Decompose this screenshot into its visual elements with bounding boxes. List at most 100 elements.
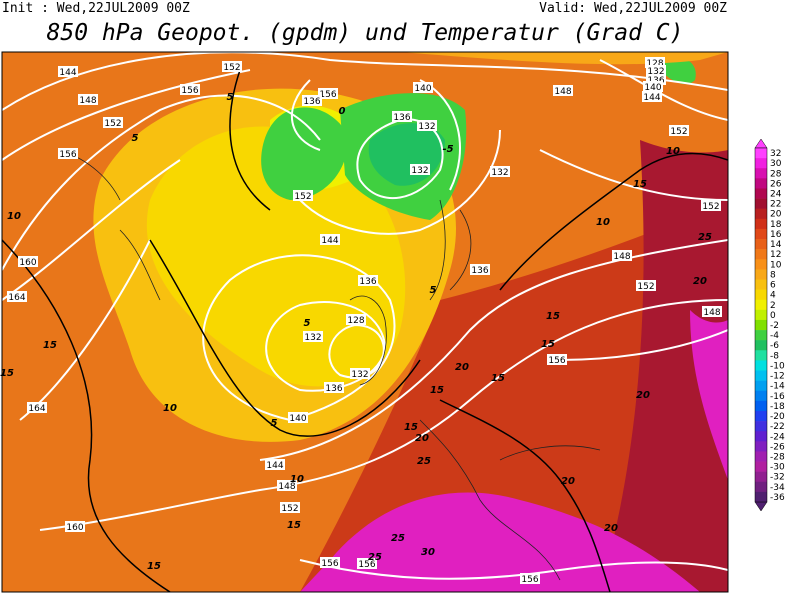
contour-label-box xyxy=(643,81,663,92)
temperature-label: 15 xyxy=(43,340,57,351)
geopotential-label: 152 xyxy=(281,504,298,514)
colorbar-label: 28 xyxy=(770,169,782,179)
colorbar-band xyxy=(755,330,767,341)
colorbar-band xyxy=(755,239,767,250)
geopotential-label: 144 xyxy=(643,93,660,103)
colorbar-band xyxy=(755,319,767,331)
colorbar-label: -6 xyxy=(770,341,779,351)
colorbar-band xyxy=(755,309,767,321)
contour-label-box xyxy=(318,88,338,99)
geopotential-label: 128 xyxy=(646,59,663,69)
colorbar-arrow-top xyxy=(754,138,768,149)
contour-label-box xyxy=(103,117,123,128)
colorbar-band xyxy=(755,431,767,442)
colorbar-label: -36 xyxy=(770,493,785,503)
contour-label-box xyxy=(280,502,300,513)
colorbar-label: 24 xyxy=(770,190,782,200)
geopotential-label: 152 xyxy=(223,63,240,73)
contour-label-box xyxy=(303,331,323,342)
contour-label-box xyxy=(701,200,721,211)
colorbar-band xyxy=(755,441,767,452)
temperature-label: 20 xyxy=(636,390,650,401)
contour-label-box xyxy=(470,264,490,275)
temperature-label: 10 xyxy=(666,146,680,157)
colorbar-band xyxy=(755,178,767,189)
geopotential-label: 144 xyxy=(266,461,283,471)
colorbar-band xyxy=(755,279,767,290)
contour-label-box xyxy=(58,66,78,77)
geopotential-label: 148 xyxy=(79,96,96,106)
geopotential-label: 152 xyxy=(637,282,654,292)
geopotential-label: 144 xyxy=(59,68,76,78)
geopotential-label: 148 xyxy=(278,482,295,492)
colorbar-label: -22 xyxy=(770,422,785,432)
temperature-label: 20 xyxy=(561,476,575,487)
contour-label-box xyxy=(180,84,200,95)
colorbar-label: -18 xyxy=(770,402,785,412)
contour-label-box xyxy=(222,61,242,72)
geopotential-label: 156 xyxy=(521,575,538,585)
temperature-label: 25 xyxy=(698,232,712,243)
colorbar-label: -4 xyxy=(770,331,779,341)
colorbar-label: 32 xyxy=(770,149,781,159)
geopotential-label: 132 xyxy=(647,67,664,77)
colorbar-label: -14 xyxy=(770,382,785,392)
geopotential-label: 136 xyxy=(359,277,376,287)
temperature-label: 15 xyxy=(287,520,301,531)
contour-label-box xyxy=(646,74,666,85)
temperature-label: 5 xyxy=(132,133,139,144)
colorbar-band xyxy=(755,481,767,493)
geopotential-label: 152 xyxy=(104,119,121,129)
contour-label-box xyxy=(490,166,510,177)
geopotential-label: 156 xyxy=(548,356,565,366)
colorbar-label: 6 xyxy=(770,281,776,291)
colorbar-label: -32 xyxy=(770,473,785,483)
map xyxy=(2,52,728,592)
geopotential-label: 144 xyxy=(321,236,338,246)
geopotential-label: 148 xyxy=(613,252,630,262)
colorbar-band xyxy=(755,218,767,230)
temperature-label: 0 xyxy=(339,106,346,117)
colorbar-label: -12 xyxy=(770,372,785,382)
geopotential-label: 140 xyxy=(289,414,306,424)
geopotential-label: 136 xyxy=(471,266,488,276)
colorbar-label: 16 xyxy=(770,230,782,240)
colorbar-band xyxy=(755,390,767,402)
colorbar-band xyxy=(755,491,767,503)
geopotential-label: 156 xyxy=(181,86,198,96)
geopotential-label: 140 xyxy=(644,83,661,93)
contour-label-box xyxy=(302,95,322,106)
contour-label-box xyxy=(410,164,430,175)
colorbar-band xyxy=(755,410,767,422)
colorbar-band xyxy=(755,340,767,351)
geopotential-label: 164 xyxy=(8,293,25,303)
contour-label-box xyxy=(646,65,666,76)
contour-label-box xyxy=(642,91,662,102)
colorbar-label: 4 xyxy=(770,291,776,301)
contour-label-box xyxy=(320,234,340,245)
geopotential-label: 136 xyxy=(303,97,320,107)
colorbar-band xyxy=(755,461,767,472)
contour-label-box xyxy=(265,459,285,470)
geopotential-label: 156 xyxy=(321,559,338,569)
temperature-label: 10 xyxy=(163,403,177,414)
geopotential-label: 156 xyxy=(59,150,76,160)
contour-label-box xyxy=(288,412,308,423)
colorbar-label: -26 xyxy=(770,442,785,452)
colorbar-label: -34 xyxy=(770,483,785,493)
colorbar-band xyxy=(755,259,767,270)
temperature-label: 10 xyxy=(596,217,610,228)
colorbar-label: 0 xyxy=(770,311,776,321)
colorbar-band xyxy=(755,471,767,483)
contour-label-box xyxy=(357,558,377,569)
temperature-label: 5 xyxy=(271,418,278,429)
colorbar-frame xyxy=(754,147,768,503)
geopotential-label: 152 xyxy=(702,202,719,212)
geopotential-label: 132 xyxy=(491,168,508,178)
colorbar-band xyxy=(755,269,767,280)
temperature-label: 25 xyxy=(368,552,382,563)
geopotential-label: 132 xyxy=(411,166,428,176)
temperature-label: 10 xyxy=(7,211,21,222)
contour-label-box xyxy=(277,480,297,491)
